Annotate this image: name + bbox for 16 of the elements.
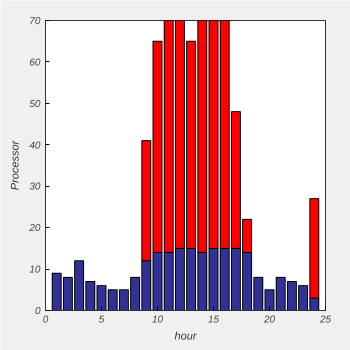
x-tick-label: 15 xyxy=(208,314,220,326)
y-tick-label: 10 xyxy=(29,264,41,276)
y-tick-label: 50 xyxy=(29,98,41,110)
y-tick-label: 70 xyxy=(29,16,41,27)
x-tick-label: 20 xyxy=(262,314,276,326)
x-tick-label: 5 xyxy=(98,314,105,326)
x-axis-title: hour xyxy=(174,330,198,342)
y-tick-label: 60 xyxy=(29,57,41,68)
x-tick-label: 10 xyxy=(152,314,164,326)
y-tick-label: 20 xyxy=(28,223,41,234)
y-tick-label: 40 xyxy=(29,140,41,152)
y-tick-label: 30 xyxy=(29,182,41,193)
x-tick-label: 25 xyxy=(318,314,332,326)
y-tick-label: 0 xyxy=(34,306,41,317)
y-axis-title: Processor xyxy=(9,139,22,190)
x-tick-label: 0 xyxy=(42,314,49,326)
